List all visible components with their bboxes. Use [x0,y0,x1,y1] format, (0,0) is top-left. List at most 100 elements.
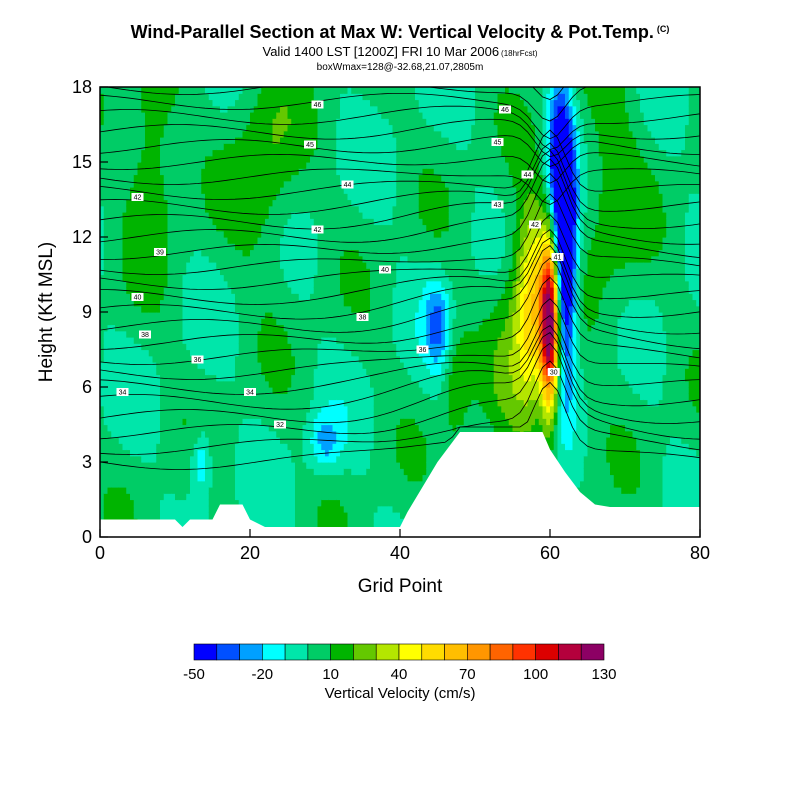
velocity-cell [235,424,240,432]
velocity-cell [133,230,139,238]
velocity-cell [242,205,247,213]
velocity-cell [325,430,330,438]
velocity-cell [167,449,172,457]
velocity-cell [107,393,112,401]
velocity-cell [103,374,109,382]
velocity-cell [238,137,244,144]
velocity-cell [171,449,176,457]
velocity-cell [227,112,232,119]
velocity-cell [302,162,307,169]
velocity-cell [160,305,165,313]
velocity-cell [235,455,240,463]
velocity-cell [272,149,277,157]
velocity-cell [152,412,157,419]
velocity-cell [336,399,341,407]
velocity-cell [193,87,199,94]
velocity-cell [122,237,127,244]
velocity-cell [100,349,105,357]
velocity-cell [238,187,244,194]
velocity-cell [118,268,124,276]
velocity-cell [145,387,150,394]
velocity-cell [190,187,195,194]
velocity-cell [103,499,109,507]
velocity-cell [208,193,214,201]
velocity-cell [280,274,285,282]
velocity-cell [182,224,187,232]
velocity-cell [235,337,240,344]
velocity-cell [272,243,277,251]
velocity-cell [231,455,236,463]
velocity-cell [253,199,259,207]
velocity-cell [246,155,251,163]
velocity-cell [313,330,319,338]
velocity-cell [242,280,247,288]
velocity-cell [193,505,199,513]
velocity-cell [141,493,146,501]
velocity-cell [118,430,124,438]
velocity-cell [280,368,285,376]
velocity-cell [163,337,169,344]
velocity-cell [193,512,199,519]
velocity-cell [317,430,322,438]
velocity-cell [141,93,146,101]
velocity-cell [156,174,161,182]
velocity-cell [201,374,206,382]
velocity-cell [268,155,274,163]
velocity-cell [272,330,277,338]
velocity-cell [358,405,364,413]
velocity-cell [145,105,150,113]
velocity-cell [190,324,195,332]
velocity-cell [250,162,255,169]
velocity-cell [167,224,172,232]
velocity-cell [227,224,232,232]
velocity-cell [148,199,154,207]
velocity-cell [295,130,300,138]
velocity-cell [100,343,105,351]
velocity-cell [358,462,364,469]
velocity-cell [133,393,139,401]
velocity-cell [145,437,150,444]
velocity-cell [310,137,315,144]
velocity-cell [235,418,240,426]
velocity-cell [302,343,307,351]
velocity-cell [321,499,326,507]
velocity-cell [325,130,330,138]
velocity-cell [306,412,311,419]
velocity-cell [212,424,217,432]
velocity-cell [328,443,334,451]
velocity-cell [280,468,285,476]
velocity-cell [182,512,187,519]
velocity-cell [272,124,277,132]
velocity-cell [216,287,221,294]
velocity-cell [156,468,161,476]
velocity-cell [103,212,109,219]
velocity-cell [130,224,135,232]
velocity-cell [133,205,139,213]
velocity-cell [287,93,292,101]
velocity-cell [336,343,341,351]
velocity-cell [347,443,352,451]
velocity-cell [148,193,154,201]
velocity-cell [250,437,255,444]
velocity-cell [130,255,135,263]
velocity-cell [280,437,285,444]
velocity-cell [126,374,131,382]
velocity-cell [325,380,330,388]
velocity-cell [107,480,112,488]
velocity-cell [276,380,281,388]
velocity-cell [351,362,356,369]
velocity-cell [351,312,356,319]
velocity-cell [280,493,285,501]
velocity-cell [186,480,191,488]
velocity-cell [152,137,157,144]
velocity-cell [325,299,330,307]
velocity-cell [280,149,285,157]
velocity-cell [175,455,180,463]
velocity-cell [216,343,221,351]
velocity-cell [178,330,184,338]
velocity-cell [257,330,262,338]
velocity-cell [261,168,266,176]
velocity-cell [325,387,330,394]
velocity-cell [178,280,184,288]
velocity-cell [152,424,157,432]
